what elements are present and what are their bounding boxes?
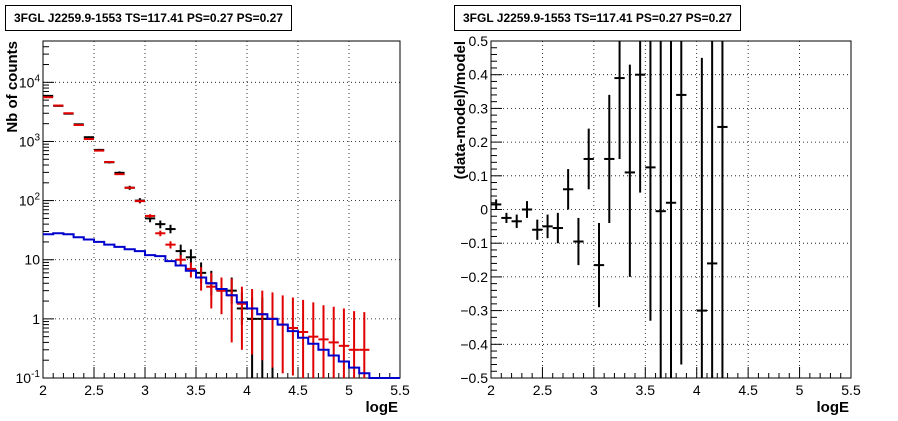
x-tick-label: 4.5 bbox=[288, 382, 308, 398]
x-tick-label: 2 bbox=[39, 382, 47, 398]
y-tick-label: 0 bbox=[480, 202, 488, 218]
y-tick-label: 0.2 bbox=[469, 134, 489, 150]
y-tick-label: 0.3 bbox=[469, 100, 489, 116]
x-tick-label: 5.5 bbox=[841, 382, 861, 398]
y-axis-label: (data-model)/model bbox=[452, 41, 469, 179]
x-tick-label: 3.5 bbox=[186, 382, 206, 398]
y-tick-label: 0.5 bbox=[469, 33, 489, 49]
left-panel-counts-plot: 2 2.5 3 3.5 4 4.5 5 5.5 10-1 1 10 102 103 104 logE Nb o… bbox=[4, 40, 410, 416]
y-tick-label: 10 bbox=[24, 252, 40, 268]
model-step-line bbox=[43, 232, 400, 379]
x-axis-label: logE bbox=[817, 399, 850, 416]
y-tick-label: 102 bbox=[19, 192, 41, 209]
left-chart-title: 3FGL J2259.9-1553 TS=117.41 PS=0.27 PS=0… bbox=[5, 5, 292, 31]
x-tick-label: 2.5 bbox=[84, 382, 104, 398]
x-tick-label: 5.5 bbox=[390, 382, 410, 398]
x-axis-label: logE bbox=[366, 399, 399, 416]
y-tick-label: 0.1 bbox=[469, 168, 489, 184]
y-tick-label: 1 bbox=[32, 311, 40, 327]
x-tick-label: 3.5 bbox=[636, 382, 656, 398]
x-tick-label: 4 bbox=[243, 382, 251, 398]
y-tick-label: −0.5 bbox=[460, 370, 488, 386]
x-tick-label: 2.5 bbox=[533, 382, 553, 398]
y-tick-label: 10-1 bbox=[16, 369, 41, 386]
y-tick-label: −0.1 bbox=[460, 235, 488, 251]
right-panel-residuals-plot: 2 2.5 3 3.5 4 4.5 5 5.5 −0.5 −0.4 −0.3 −0.2 −0.1 0 0.1… bbox=[452, 33, 861, 416]
plot-frame bbox=[42, 40, 401, 379]
y-tick-label: 0.4 bbox=[469, 67, 489, 83]
x-tick-label: 3 bbox=[141, 382, 149, 398]
x-tick-label: 4 bbox=[693, 382, 701, 398]
y-axis-label: Nb of counts bbox=[4, 41, 21, 133]
right-chart-title: 3FGL J2259.9-1553 TS=117.41 PS=0.27 PS=0… bbox=[454, 5, 741, 31]
x-tick-label: 2 bbox=[487, 382, 495, 398]
x-tick-label: 3 bbox=[590, 382, 598, 398]
x-tick-label: 5 bbox=[345, 382, 353, 398]
y-tick-label: −0.2 bbox=[460, 269, 488, 285]
y-tick-label: −0.4 bbox=[460, 336, 488, 352]
y-tick-label: 104 bbox=[19, 73, 41, 90]
y-tick-label: 103 bbox=[19, 132, 41, 149]
x-tick-label: 4.5 bbox=[738, 382, 758, 398]
y-tick-label: −0.3 bbox=[460, 303, 488, 319]
x-tick-label: 5 bbox=[796, 382, 804, 398]
